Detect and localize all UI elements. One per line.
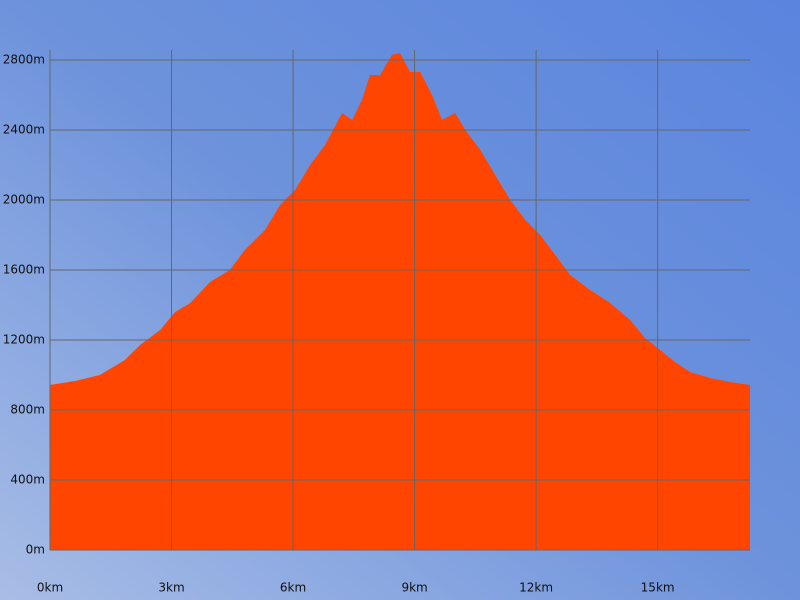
x-tick-label: 6km [280,581,306,595]
y-tick-label: 1600m [3,262,45,276]
plot [50,52,750,550]
grid [49,50,750,551]
y-tick-label: 800m [10,402,45,416]
y-tick-label: 2400m [3,122,45,136]
x-tick-label: 15km [641,581,675,595]
y-tick-label: 2800m [3,52,45,66]
y-tick-label: 1200m [3,332,45,346]
area [50,52,750,550]
x-tick-label: 12km [519,581,553,595]
y-tick-label: 0m [26,543,45,557]
y-tick-label: 400m [10,472,45,486]
y-tick-label: 2000m [3,192,45,206]
x-tick-label: 3km [158,581,184,595]
x-tick-label: 0km [37,581,63,595]
labels: 0m 400m 800m 1200m 1600m 2000m 2400m 2800m 0km 3k… [3,52,675,594]
x-tick-label: 9km [401,581,427,595]
